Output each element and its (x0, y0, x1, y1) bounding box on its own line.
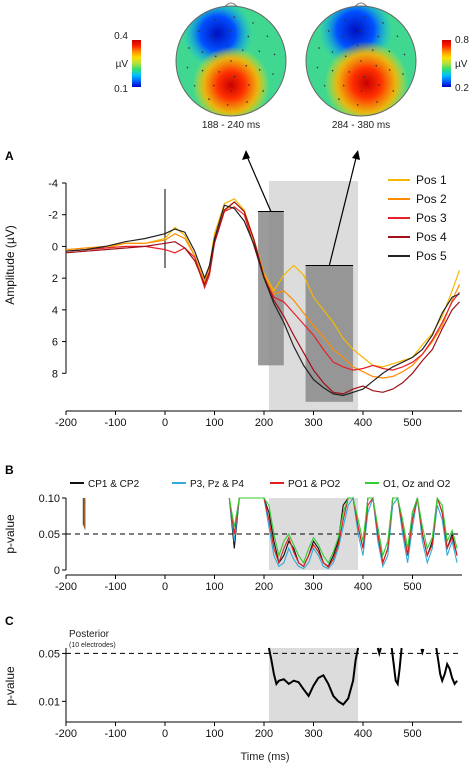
x-tick-label: 100 (205, 728, 223, 740)
scalp-window-label-1: 188 - 240 ms (202, 120, 260, 131)
panel-c-annotation-sub: (10 electrodes) (69, 642, 116, 649)
x-tick-label: 400 (354, 728, 372, 740)
scalp-map-left: 188 - 240 ms (175, 2, 287, 131)
x-tick-label: 200 (255, 728, 273, 740)
panel-b-chart: 0 0.05 0.10 p-value CP1 & CP2 P3, Pz & P4 PO1 … (3, 479, 462, 593)
colorbar-right-max: 0.8 (455, 35, 469, 46)
colorbar-left-unit: µV (116, 59, 129, 70)
y-tick-label: -2 (48, 210, 58, 222)
x-tick-label: 100 (205, 417, 223, 429)
legend-label: Pos 2 (416, 192, 447, 206)
x-tick-label: -200 (55, 417, 77, 429)
y-axis-title: p-value (3, 514, 17, 554)
y-tick-label: 0.01 (39, 696, 60, 708)
x-axis-title: Time (ms) (240, 751, 289, 763)
p-value-segment-3 (390, 647, 403, 687)
scalp-map-right: 284 - 380 ms (305, 2, 417, 131)
x-tick-label: 400 (354, 581, 372, 593)
series-line-3 (65, 206, 460, 371)
p-value-segment-1 (267, 647, 360, 706)
x-tick-label: 300 (304, 728, 322, 740)
arrow-to-map-2 (328, 153, 358, 266)
y-tick-label: 0 (52, 241, 58, 253)
panel-label-a: A (5, 149, 14, 163)
panel-label-b: B (5, 463, 14, 477)
x-tick-label: -200 (55, 728, 77, 740)
x-tick-label: -100 (104, 728, 126, 740)
x-tick-label: 500 (403, 581, 421, 593)
legend-label: Pos 4 (416, 230, 447, 244)
x-tick-label: 0 (162, 728, 168, 740)
x-tick-label: 0 (162, 417, 168, 429)
panel-label-c: C (5, 614, 14, 628)
y-axis-title: p-value (3, 666, 17, 706)
series-line-5 (65, 204, 460, 397)
colorbar-left-min: 0.1 (114, 84, 128, 95)
x-tick-label: -100 (104, 417, 126, 429)
legend-label: PO1 & PO2 (288, 479, 341, 490)
y-tick-label: 0 (54, 565, 60, 577)
y-tick-label: 0.05 (39, 648, 60, 660)
p-value-segment-4 (420, 648, 425, 656)
series-line-1 (65, 198, 461, 368)
arrowhead-icon (242, 150, 250, 160)
x-tick-label: 0 (162, 581, 168, 593)
legend-label: Pos 1 (416, 173, 447, 187)
colorbar-right: 0.8 µV 0.2 (442, 35, 469, 94)
x-tick-label: 500 (403, 728, 421, 740)
colorbar-left: 0.4 µV 0.1 (114, 31, 141, 95)
colorbar-right-unit: µV (455, 59, 468, 70)
scalp-window-label-2: 284 - 380 ms (332, 120, 390, 131)
x-tick-label: 300 (304, 417, 322, 429)
y-tick-label: 0.05 (39, 529, 60, 541)
panel-a-chart: -4 -2 0 2 4 6 8 Amplitude (µV) Pos 1 Pos 2 Pos 3 Po… (3, 150, 462, 429)
x-tick-label: 500 (403, 417, 421, 429)
colorbar-right-min: 0.2 (455, 83, 469, 94)
y-tick-label: 8 (52, 368, 58, 380)
y-axis-title: Amplitude (µV) (3, 225, 17, 305)
x-tick-label: -100 (104, 581, 126, 593)
legend-label: CP1 & CP2 (88, 479, 140, 490)
series-line-4 (65, 201, 460, 395)
p-value-segment-5 (435, 647, 458, 686)
legend-label: P3, Pz & P4 (190, 479, 244, 490)
arrowhead-icon (352, 150, 360, 160)
panel-c-annotation: Posterior (69, 629, 110, 640)
legend-label: O1, Oz and O2 (383, 479, 451, 490)
x-tick-label: -200 (55, 581, 77, 593)
legend-label: Pos 3 (416, 211, 447, 225)
legend-label: Pos 5 (416, 249, 447, 263)
x-tick-label: 200 (255, 581, 273, 593)
y-tick-label: 6 (52, 337, 58, 349)
y-tick-label: -4 (48, 178, 58, 190)
y-tick-label: 0.10 (39, 493, 60, 505)
x-tick-label: 100 (205, 581, 223, 593)
colorbar-left-max: 0.4 (114, 31, 128, 42)
x-tick-label: 200 (255, 417, 273, 429)
y-tick-label: 4 (52, 305, 58, 317)
arrow-to-map-1 (245, 153, 272, 212)
series-line-2 (65, 201, 461, 379)
series-line-4 (228, 496, 458, 565)
x-tick-label: 300 (304, 581, 322, 593)
panel-c-chart: 0.01 0.05 p-value -200 -100 0 100 200 300 400 500 (3, 647, 462, 740)
y-tick-label: 2 (52, 273, 58, 285)
p-value-segment-2 (376, 647, 382, 658)
x-tick-label: 400 (354, 417, 372, 429)
